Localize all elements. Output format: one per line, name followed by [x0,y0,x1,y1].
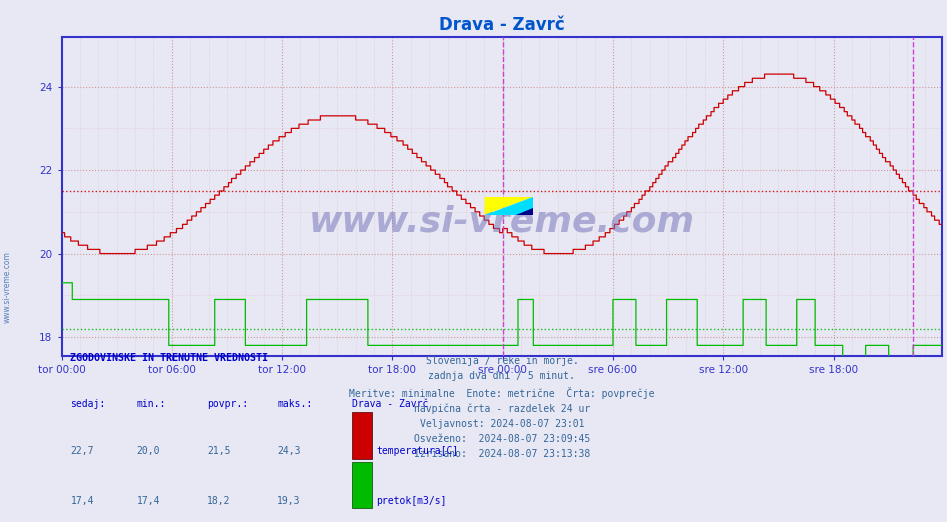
Text: pretok[m3/s]: pretok[m3/s] [376,496,446,506]
Text: 21,5: 21,5 [206,446,230,456]
Title: Drava - Zavrč: Drava - Zavrč [439,16,564,33]
Text: 22,7: 22,7 [70,446,94,456]
Text: 20,0: 20,0 [136,446,160,456]
Text: www.si-vreme.com: www.si-vreme.com [3,251,12,323]
Text: 19,3: 19,3 [277,496,301,506]
Text: maks.:: maks.: [277,399,313,409]
Text: Drava - Zavrč: Drava - Zavrč [352,399,429,409]
Text: sedaj:: sedaj: [70,399,106,409]
Polygon shape [516,208,533,215]
Text: 17,4: 17,4 [136,496,160,506]
Text: Slovenija / reke in morje.
zadnja dva dni / 5 minut.
Meritve: minimalne  Enote: : Slovenija / reke in morje. zadnja dva dn… [349,356,654,459]
Polygon shape [485,197,533,215]
Bar [352,462,371,508]
Text: povpr.:: povpr.: [206,399,248,409]
Bar [352,412,371,459]
Text: 18,2: 18,2 [206,496,230,506]
Polygon shape [485,197,533,215]
Text: 17,4: 17,4 [70,496,94,506]
Text: min.:: min.: [136,399,166,409]
Text: temperatura[C]: temperatura[C] [376,446,458,456]
Text: 24,3: 24,3 [277,446,301,456]
Text: ZGODOVINSKE IN TRENUTNE VREDNOSTI: ZGODOVINSKE IN TRENUTNE VREDNOSTI [70,353,268,363]
Text: www.si-vreme.com: www.si-vreme.com [309,205,695,239]
